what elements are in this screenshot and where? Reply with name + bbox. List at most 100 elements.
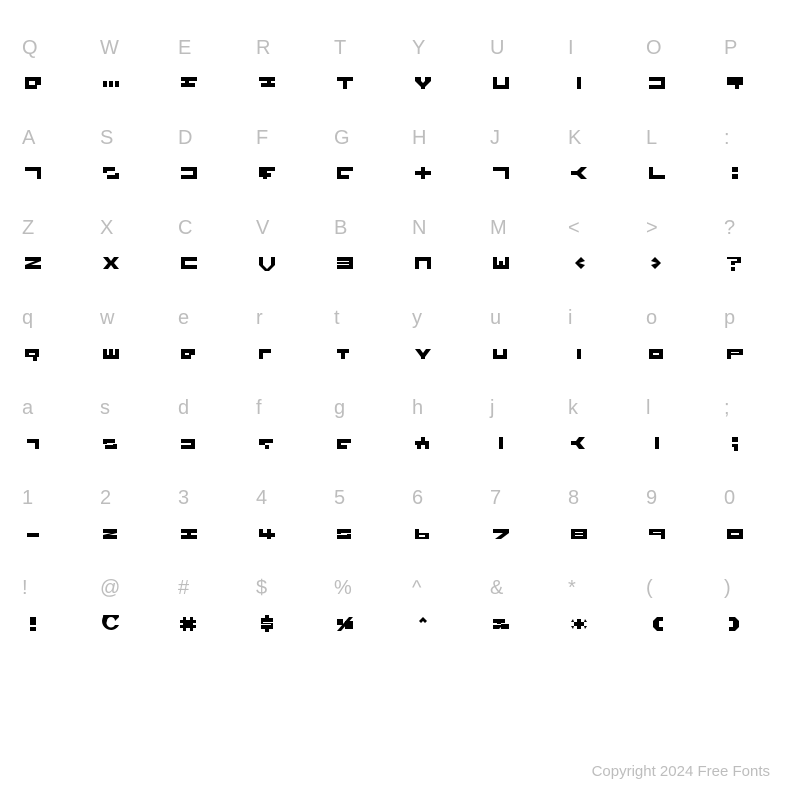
font-glyph <box>646 345 668 363</box>
glyph-cell <box>478 246 556 282</box>
font-glyph <box>22 525 44 543</box>
glyph-cell <box>88 156 166 192</box>
label-cell: O <box>634 30 712 66</box>
glyph-cell <box>478 606 556 642</box>
label-cell: k <box>556 390 634 426</box>
glyph-cell <box>556 606 634 642</box>
glyph-row <box>10 426 790 462</box>
glyph-cell <box>400 336 478 372</box>
glyph-cell <box>712 66 790 102</box>
label-cell: T <box>322 30 400 66</box>
font-glyph <box>22 75 44 93</box>
font-glyph <box>256 255 278 273</box>
glyph-cell <box>400 606 478 642</box>
font-glyph <box>334 255 356 273</box>
glyph-cell <box>634 156 712 192</box>
glyph-cell <box>88 516 166 552</box>
char-label: j <box>490 397 494 420</box>
row-pair: !@#$%^&*() <box>10 570 790 642</box>
label-row: asdfghjkl; <box>10 390 790 426</box>
glyph-cell <box>400 516 478 552</box>
font-glyph <box>178 615 200 633</box>
glyph-cell <box>88 336 166 372</box>
font-glyph <box>22 435 44 453</box>
row-pair: qwertyuiop <box>10 300 790 372</box>
char-label: D <box>178 127 192 150</box>
glyph-cell <box>10 336 88 372</box>
font-glyph <box>490 525 512 543</box>
copyright-text: Copyright 2024 Free Fonts <box>592 763 770 780</box>
label-cell: K <box>556 120 634 156</box>
label-cell: 2 <box>88 480 166 516</box>
glyph-cell <box>166 156 244 192</box>
glyph-cell <box>322 336 400 372</box>
label-cell: ! <box>10 570 88 606</box>
font-glyph <box>724 525 746 543</box>
glyph-cell <box>634 246 712 282</box>
label-cell: R <box>244 30 322 66</box>
glyph-cell <box>556 426 634 462</box>
label-cell: 8 <box>556 480 634 516</box>
font-glyph <box>568 75 590 93</box>
font-glyph <box>100 165 122 183</box>
label-cell: 3 <box>166 480 244 516</box>
font-glyph <box>724 345 746 363</box>
char-label: J <box>490 127 500 150</box>
glyph-cell <box>166 426 244 462</box>
font-glyph <box>724 165 746 183</box>
font-glyph <box>646 615 668 633</box>
font-glyph <box>178 255 200 273</box>
glyph-cell <box>478 66 556 102</box>
font-glyph <box>412 255 434 273</box>
label-cell: # <box>166 570 244 606</box>
font-glyph <box>256 525 278 543</box>
font-glyph <box>490 165 512 183</box>
label-cell: H <box>400 120 478 156</box>
label-cell: ; <box>712 390 790 426</box>
label-cell: y <box>400 300 478 336</box>
label-cell: C <box>166 210 244 246</box>
label-row: 1234567890 <box>10 480 790 516</box>
char-label: o <box>646 307 657 330</box>
glyph-cell <box>400 426 478 462</box>
label-cell: ^ <box>400 570 478 606</box>
char-label: X <box>100 217 113 240</box>
label-cell: $ <box>244 570 322 606</box>
glyph-cell <box>478 156 556 192</box>
font-glyph <box>568 435 590 453</box>
glyph-cell <box>634 336 712 372</box>
glyph-cell <box>244 66 322 102</box>
char-label: E <box>178 37 191 60</box>
char-label: 2 <box>100 487 111 510</box>
char-label: q <box>22 307 33 330</box>
glyph-cell <box>322 516 400 552</box>
label-cell: u <box>478 300 556 336</box>
char-label: % <box>334 577 352 600</box>
glyph-cell <box>322 606 400 642</box>
char-label: < <box>568 217 580 240</box>
char-label: s <box>100 397 110 420</box>
font-glyph <box>256 615 278 633</box>
font-glyph <box>568 345 590 363</box>
font-glyph <box>724 75 746 93</box>
glyph-cell <box>10 606 88 642</box>
label-cell: ( <box>634 570 712 606</box>
char-label: l <box>646 397 650 420</box>
label-cell: V <box>244 210 322 246</box>
label-cell: 4 <box>244 480 322 516</box>
char-label: I <box>568 37 574 60</box>
font-glyph <box>334 165 356 183</box>
char-label: 5 <box>334 487 345 510</box>
glyph-cell <box>244 516 322 552</box>
char-label: S <box>100 127 113 150</box>
label-cell: o <box>634 300 712 336</box>
label-cell: S <box>88 120 166 156</box>
font-glyph <box>412 345 434 363</box>
label-cell: t <box>322 300 400 336</box>
label-cell: N <box>400 210 478 246</box>
label-cell: < <box>556 210 634 246</box>
font-glyph <box>22 615 44 633</box>
char-label: t <box>334 307 340 330</box>
glyph-cell <box>10 66 88 102</box>
label-cell: j <box>478 390 556 426</box>
